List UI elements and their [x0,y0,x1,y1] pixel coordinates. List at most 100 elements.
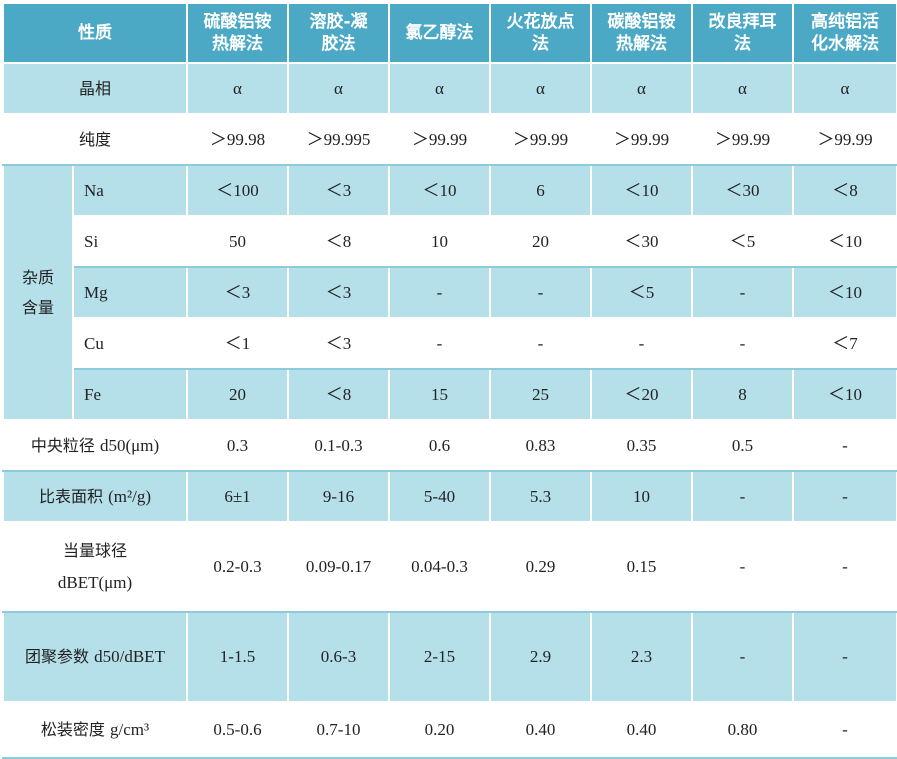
header-line: 热解法 [212,34,263,54]
table-cell: 0.1-0.3 [287,419,390,472]
row-density: 松装密度 g/cm³ 0.5-0.6 0.7-10 0.20 0.40 0.40… [2,701,897,759]
row-ssa: 比表面积 (m²/g) 6±1 9-16 5-40 5.3 10 - - [2,470,897,523]
table-cell: ＜7 [792,317,897,370]
row-purity: 纯度 ＞99.98 ＞99.995 ＞99.99 ＞99.99 ＞99.99 ＞… [2,113,897,166]
header-method-2: 溶胶-凝 胶法 [287,2,390,64]
header-line: 法 [532,34,549,54]
row-label-cn: 比表面积 [39,486,109,506]
table-cell: 9-16 [287,470,390,523]
header-method-7: 高纯铝活 化水解法 [792,2,897,64]
table-cell: - [590,317,693,370]
header-line: 高纯铝活 [811,12,879,32]
table-cell: 0.15 [590,521,693,613]
impurity-group-label: 杂质 含量 [2,164,74,421]
table-cell: 2-15 [388,611,491,703]
row-label: 纯度 [2,113,188,166]
row-label: 中央粒径 d50(μm) [2,419,188,472]
header-line: 火花放点 [506,12,575,32]
header-line: 溶胶-凝 [309,12,368,32]
table-cell: ＞99.98 [186,113,289,166]
table-cell: 5.3 [489,470,592,523]
header-method-4: 火花放点法 [489,2,592,64]
table-cell: 0.09-0.17 [287,521,390,613]
table-cell: - [388,266,491,319]
row-label-line: dBET(μm) [57,573,133,592]
row-sublabel: Si [72,215,188,268]
table-cell: 0.40 [590,701,693,759]
table-cell: 0.5 [691,419,794,472]
table-cell: ＞99.99 [590,113,693,166]
table-cell: 25 [489,368,592,421]
table-cell: α [590,62,693,115]
header-row: 性质 硫酸铝铵 热解法 溶胶-凝 胶法 氯乙醇法 火花放点法 碳酸铝铵 热解法 改良拜… [2,2,897,64]
row-label: 当量球径 dBET(μm) [2,521,188,613]
table-cell: ＞99.99 [792,113,897,166]
table-cell: ＜1 [186,317,289,370]
table-cell: ＜3 [287,317,390,370]
table-cell: 0.04-0.3 [388,521,491,613]
table-cell: - [691,317,794,370]
table-cell: ＜5 [590,266,693,319]
row-si: Si 50 ＜8 10 20 ＜30 ＜5 ＜10 [3,215,897,268]
row-sublabel: Cu [72,317,188,370]
table-cell: - [489,266,592,319]
row-mg: Mg ＜3 ＜3 - - ＜5 - ＜10 [3,266,897,319]
header-method-1: 硫酸铝铵 热解法 [186,2,289,64]
table-cell: ＜3 [186,266,289,319]
table-cell: 0.40 [489,701,592,759]
table-cell: 0.35 [590,419,693,472]
table-cell: ＜3 [287,266,390,319]
table-cell: 20 [489,215,592,268]
table-cell: 0.6 [388,419,491,472]
row-label: 团聚参数 d50/dBET [2,611,188,703]
header-line: 法 [734,34,751,54]
table-cell: 0.7-10 [287,701,390,759]
row-label-cn: 中央粒径 [30,435,100,455]
row-dbet: 当量球径 dBET(μm) 0.2-0.3 0.09-0.17 0.04-0.3 … [2,521,897,613]
table-cell: 2.3 [590,611,693,703]
table-cell: 0.2-0.3 [186,521,289,613]
table-cell: - [792,521,897,613]
table-cell: 10 [590,470,693,523]
header-method-5: 碳酸铝铵 热解法 [590,2,693,64]
table-cell: ＞99.995 [287,113,390,166]
table-cell: 0.5-0.6 [186,701,289,759]
table-cell: - [691,470,794,523]
table-cell: 8 [691,368,794,421]
table-cell: ＜30 [590,215,693,268]
table-cell: - [691,611,794,703]
row-d50: 中央粒径 d50(μm) 0.3 0.1-0.3 0.6 0.83 0.35 0… [2,419,897,472]
table-cell: - [691,266,794,319]
table-cell: ＜20 [590,368,693,421]
header-line: 碳酸铝铵 [607,12,676,32]
row-label-line: 当量球径 [62,541,127,560]
row-label-unit: (m²/g) [108,486,151,506]
header-line: 热解法 [616,34,667,54]
row-sublabel: Fe [72,368,188,421]
header-method-6: 改良拜耳法 [691,2,794,64]
table-cell: ＜30 [691,164,794,217]
row-crystal: 晶相 α α α α α α α [2,62,897,115]
row-na: 杂质 含量 Na ＜100 ＜3 ＜10 6 ＜10 ＜30 ＜8 [2,164,897,421]
table-cell: 6 [489,164,592,217]
table-cell: 1-1.5 [186,611,289,703]
table-cell: α [691,62,794,115]
table-cell: α [792,62,897,115]
table-cell: 15 [388,368,491,421]
row-label: 比表面积 (m²/g) [2,470,188,523]
table-cell: 50 [186,215,289,268]
impurity-line: 杂质 [21,267,54,287]
table-cell: 0.20 [388,701,491,759]
table-cell: 0.3 [186,419,289,472]
table-cell: α [287,62,390,115]
impurity-line: 含量 [21,297,54,317]
table-cell: 0.83 [489,419,592,472]
table-cell: - [388,317,491,370]
row-sublabel: Mg [72,266,188,319]
table-cell: ＜100 [186,164,289,217]
table-cell: ＜3 [287,164,390,217]
table-cell: ＜5 [691,215,794,268]
table-cell: - [792,470,897,523]
header-line: 硫酸铝铵 [203,12,272,32]
